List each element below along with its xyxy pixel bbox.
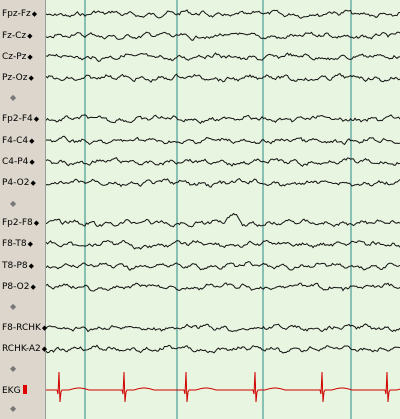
channel-diamond-icon: ◆ [30,179,36,187]
channel-label-cz-pz[interactable]: Cz-Pz◆ [2,52,33,62]
spacer-diamond-icon: ◆ [10,364,17,373]
channel-label-text: F8-T8 [2,239,27,249]
trace-ekg [46,371,400,403]
trace-fpz-fz [46,9,400,19]
channel-diamond-icon: ◆ [27,240,33,248]
spacer-diamond-icon: ◆ [10,93,17,102]
trace-p8-o2 [46,282,400,292]
channel-diamond-icon: ◆ [30,283,36,291]
spacer-diamond-icon: ◆ [10,199,17,208]
trace-f8-t8 [46,239,400,250]
trace-c4-p4 [46,157,400,167]
channel-label-text: EKG [2,386,21,396]
channel-label-c4-p4[interactable]: C4-P4◆ [2,157,35,167]
channel-label-p8-o2[interactable]: P8-O2◆ [2,282,36,292]
channel-label-fpz-fz[interactable]: Fpz-Fz◆ [2,9,37,19]
channel-diamond-icon: ◆ [27,32,33,40]
channel-label-f4-c4[interactable]: F4-C4◆ [2,136,35,146]
channel-label-fp2-f8[interactable]: Fp2-F8◆ [2,218,39,228]
channel-label-text: P4-O2 [2,178,30,188]
trace-fz-cz [46,31,400,41]
trace-f8-rchk [46,323,400,333]
channel-label-text: F4-C4 [2,136,29,146]
channel-label-ekg[interactable]: EKG [2,385,27,396]
trace-fp2-f8 [46,212,400,228]
channel-label-text: Fp2-F4 [2,114,33,124]
trace-t8-p8 [46,261,400,272]
channel-label-text: Pz-Oz [2,73,28,83]
channel-diamond-icon: ◆ [29,158,35,166]
channel-label-text: Fpz-Fz [2,9,31,19]
channel-label-pz-oz[interactable]: Pz-Oz◆ [2,73,34,83]
trace-rchk-a2 [46,344,400,354]
channel-label-panel: Fpz-Fz◆ Fz-Cz◆ Cz-Pz◆ Pz-Oz◆ Fp2-F4◆ F4-C4◆ C4… [0,0,47,419]
trace-pz-oz [46,72,400,83]
channel-diamond-icon: ◆ [28,262,35,270]
channel-label-f8-t8[interactable]: F8-T8◆ [2,239,33,249]
channel-label-text: Fz-Cz [2,31,27,41]
channel-diamond-icon: ◆ [33,115,40,123]
channel-label-f8-rchk[interactable]: F8-RCHK◆ [2,323,47,333]
ekg-marker-icon [22,385,27,394]
channel-label-p4-o2[interactable]: P4-O2◆ [2,178,36,188]
channel-diamond-icon: ◆ [27,53,33,61]
channel-label-t8-p8[interactable]: T8-P8◆ [2,261,34,271]
channel-label-text: P8-O2 [2,282,30,292]
trace-f4-c4 [46,135,400,146]
channel-label-fp2-f4[interactable]: Fp2-F4◆ [2,114,39,124]
spacer-diamond-icon: ◆ [10,404,17,413]
channel-diamond-icon: ◆ [29,137,35,145]
channel-diamond-icon: ◆ [41,324,48,332]
channel-label-rchk-a2[interactable]: RCHK-A2◆ [2,344,47,354]
channel-label-text: Fp2-F8 [2,218,33,228]
trace-area[interactable] [46,0,400,419]
eeg-traces[interactable] [46,0,400,419]
channel-label-text: Cz-Pz [2,52,27,62]
channel-diamond-icon: ◆ [33,219,40,227]
channel-label-text: F8-RCHK [2,323,41,333]
trace-p4-o2 [46,177,400,188]
channel-label-fz-cz[interactable]: Fz-Cz◆ [2,31,33,41]
trace-fp2-f4 [46,114,400,125]
spacer-diamond-icon: ◆ [10,302,17,311]
channel-label-text: RCHK-A2 [2,344,41,354]
channel-diamond-icon: ◆ [31,10,38,18]
channel-label-text: C4-P4 [2,157,29,167]
channel-diamond-icon: ◆ [28,74,34,82]
trace-cz-pz [46,52,400,62]
channel-label-text: T8-P8 [2,261,28,271]
channel-diamond-icon: ◆ [41,345,48,353]
